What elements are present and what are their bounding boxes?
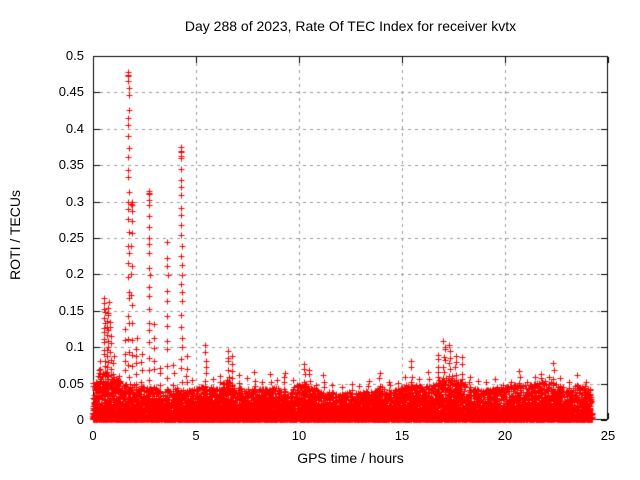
y-tick-label: 0 [76, 412, 84, 427]
x-tick-label: 5 [192, 428, 200, 443]
y-tick-label: 0.25 [58, 230, 84, 245]
chart-title: Day 288 of 2023, Rate Of TEC Index for r… [184, 18, 517, 34]
x-tick-label: 25 [600, 428, 616, 443]
y-tick-label: 0.5 [65, 48, 84, 63]
y-tick-label: 0.45 [58, 84, 84, 100]
x-axis-label: GPS time / hours [297, 450, 404, 466]
y-tick-label: 0.3 [65, 193, 84, 209]
x-tick-label: 0 [89, 428, 97, 443]
x-tick-label: 10 [291, 428, 307, 443]
x-tick-label: 15 [394, 428, 410, 443]
y-tick-label: 0.35 [58, 157, 84, 173]
x-tick-label: 20 [497, 428, 513, 443]
y-tick-label: 0.4 [65, 120, 84, 136]
y-tick-label: 0.2 [65, 266, 84, 282]
y-tick-label: 0.15 [58, 302, 84, 318]
y-tick-label: 0.1 [65, 339, 84, 355]
y-tick-label: 0.05 [58, 375, 84, 391]
